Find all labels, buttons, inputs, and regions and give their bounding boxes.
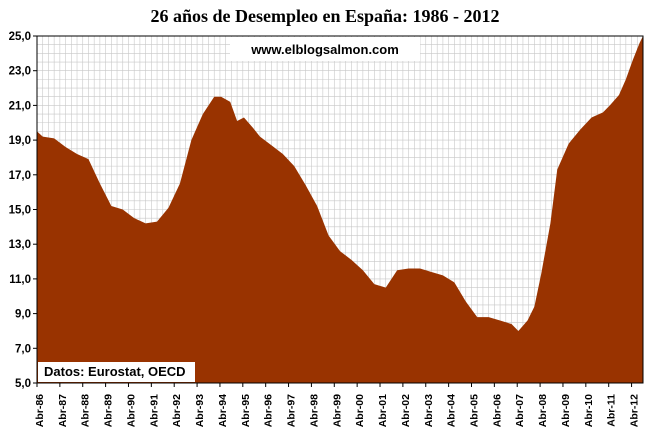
x-tick-label: Abr-07 <box>514 394 526 427</box>
y-tick-label: 21,0 <box>9 100 31 112</box>
x-tick-label: Abr-98 <box>308 394 320 427</box>
x-tick-label: Abr-02 <box>400 394 412 427</box>
y-axis: 5,0 7,0 9,0 11,0 13,0 15,0 17,0 19,0 21,0 23,0 25,… <box>9 31 37 390</box>
x-tick-label: Abr-92 <box>171 394 183 427</box>
unemployment-area <box>37 36 643 383</box>
x-tick-label: Abr-88 <box>80 394 92 427</box>
x-tick-label: Abr-99 <box>331 394 343 427</box>
x-tick-label: Abr-90 <box>125 394 137 427</box>
x-tick-label: Abr-01 <box>377 394 389 427</box>
website-label: www.elblogsalmon.com <box>250 42 399 57</box>
x-tick-label: Abr-10 <box>583 394 595 427</box>
x-tick-label: Abr-97 <box>286 394 298 427</box>
x-tick-label: Abr-11 <box>606 394 618 427</box>
x-tick-label: Abr-08 <box>537 394 549 427</box>
x-tick-label: Abr-87 <box>57 394 69 427</box>
x-axis: Abr-86 Abr-87 Abr-88 Abr-89 Abr-90 Abr-91 Abr-… <box>34 383 641 427</box>
chart-title: 26 años de Desempleo en España: 1986 - 2… <box>150 6 499 26</box>
y-tick-label: 25,0 <box>9 31 31 43</box>
y-tick-label: 15,0 <box>9 205 31 217</box>
x-tick-label: Abr-06 <box>491 394 503 427</box>
x-tick-label: Abr-86 <box>34 394 46 427</box>
x-tick-label: Abr-00 <box>354 394 366 427</box>
source-label: Datos: Eurostat, OECD <box>44 364 186 379</box>
x-tick-label: Abr-04 <box>446 394 458 427</box>
y-tick-label: 11,0 <box>9 274 31 286</box>
x-tick-label: Abr-95 <box>240 394 252 427</box>
y-tick-label: 19,0 <box>9 135 31 147</box>
y-tick-label: 7,0 <box>15 343 31 355</box>
y-tick-label: 23,0 <box>9 66 31 78</box>
x-tick-label: Abr-09 <box>560 394 572 427</box>
x-tick-label: Abr-93 <box>194 394 206 427</box>
x-tick-label: Abr-03 <box>423 394 435 427</box>
y-tick-label: 17,0 <box>9 170 31 182</box>
x-tick-label: Abr-05 <box>468 394 480 427</box>
y-tick-label: 13,0 <box>9 239 31 251</box>
x-tick-label: Abr-91 <box>148 394 160 427</box>
x-tick-label: Abr-94 <box>217 394 229 427</box>
x-tick-label: Abr-12 <box>629 394 641 427</box>
x-tick-label: Abr-89 <box>103 394 115 427</box>
y-tick-label: 9,0 <box>15 309 31 321</box>
y-tick-label: 5,0 <box>15 378 31 390</box>
x-tick-label: Abr-96 <box>263 394 275 427</box>
website-box: www.elblogsalmon.com <box>230 37 420 61</box>
source-box: Datos: Eurostat, OECD <box>38 362 195 382</box>
